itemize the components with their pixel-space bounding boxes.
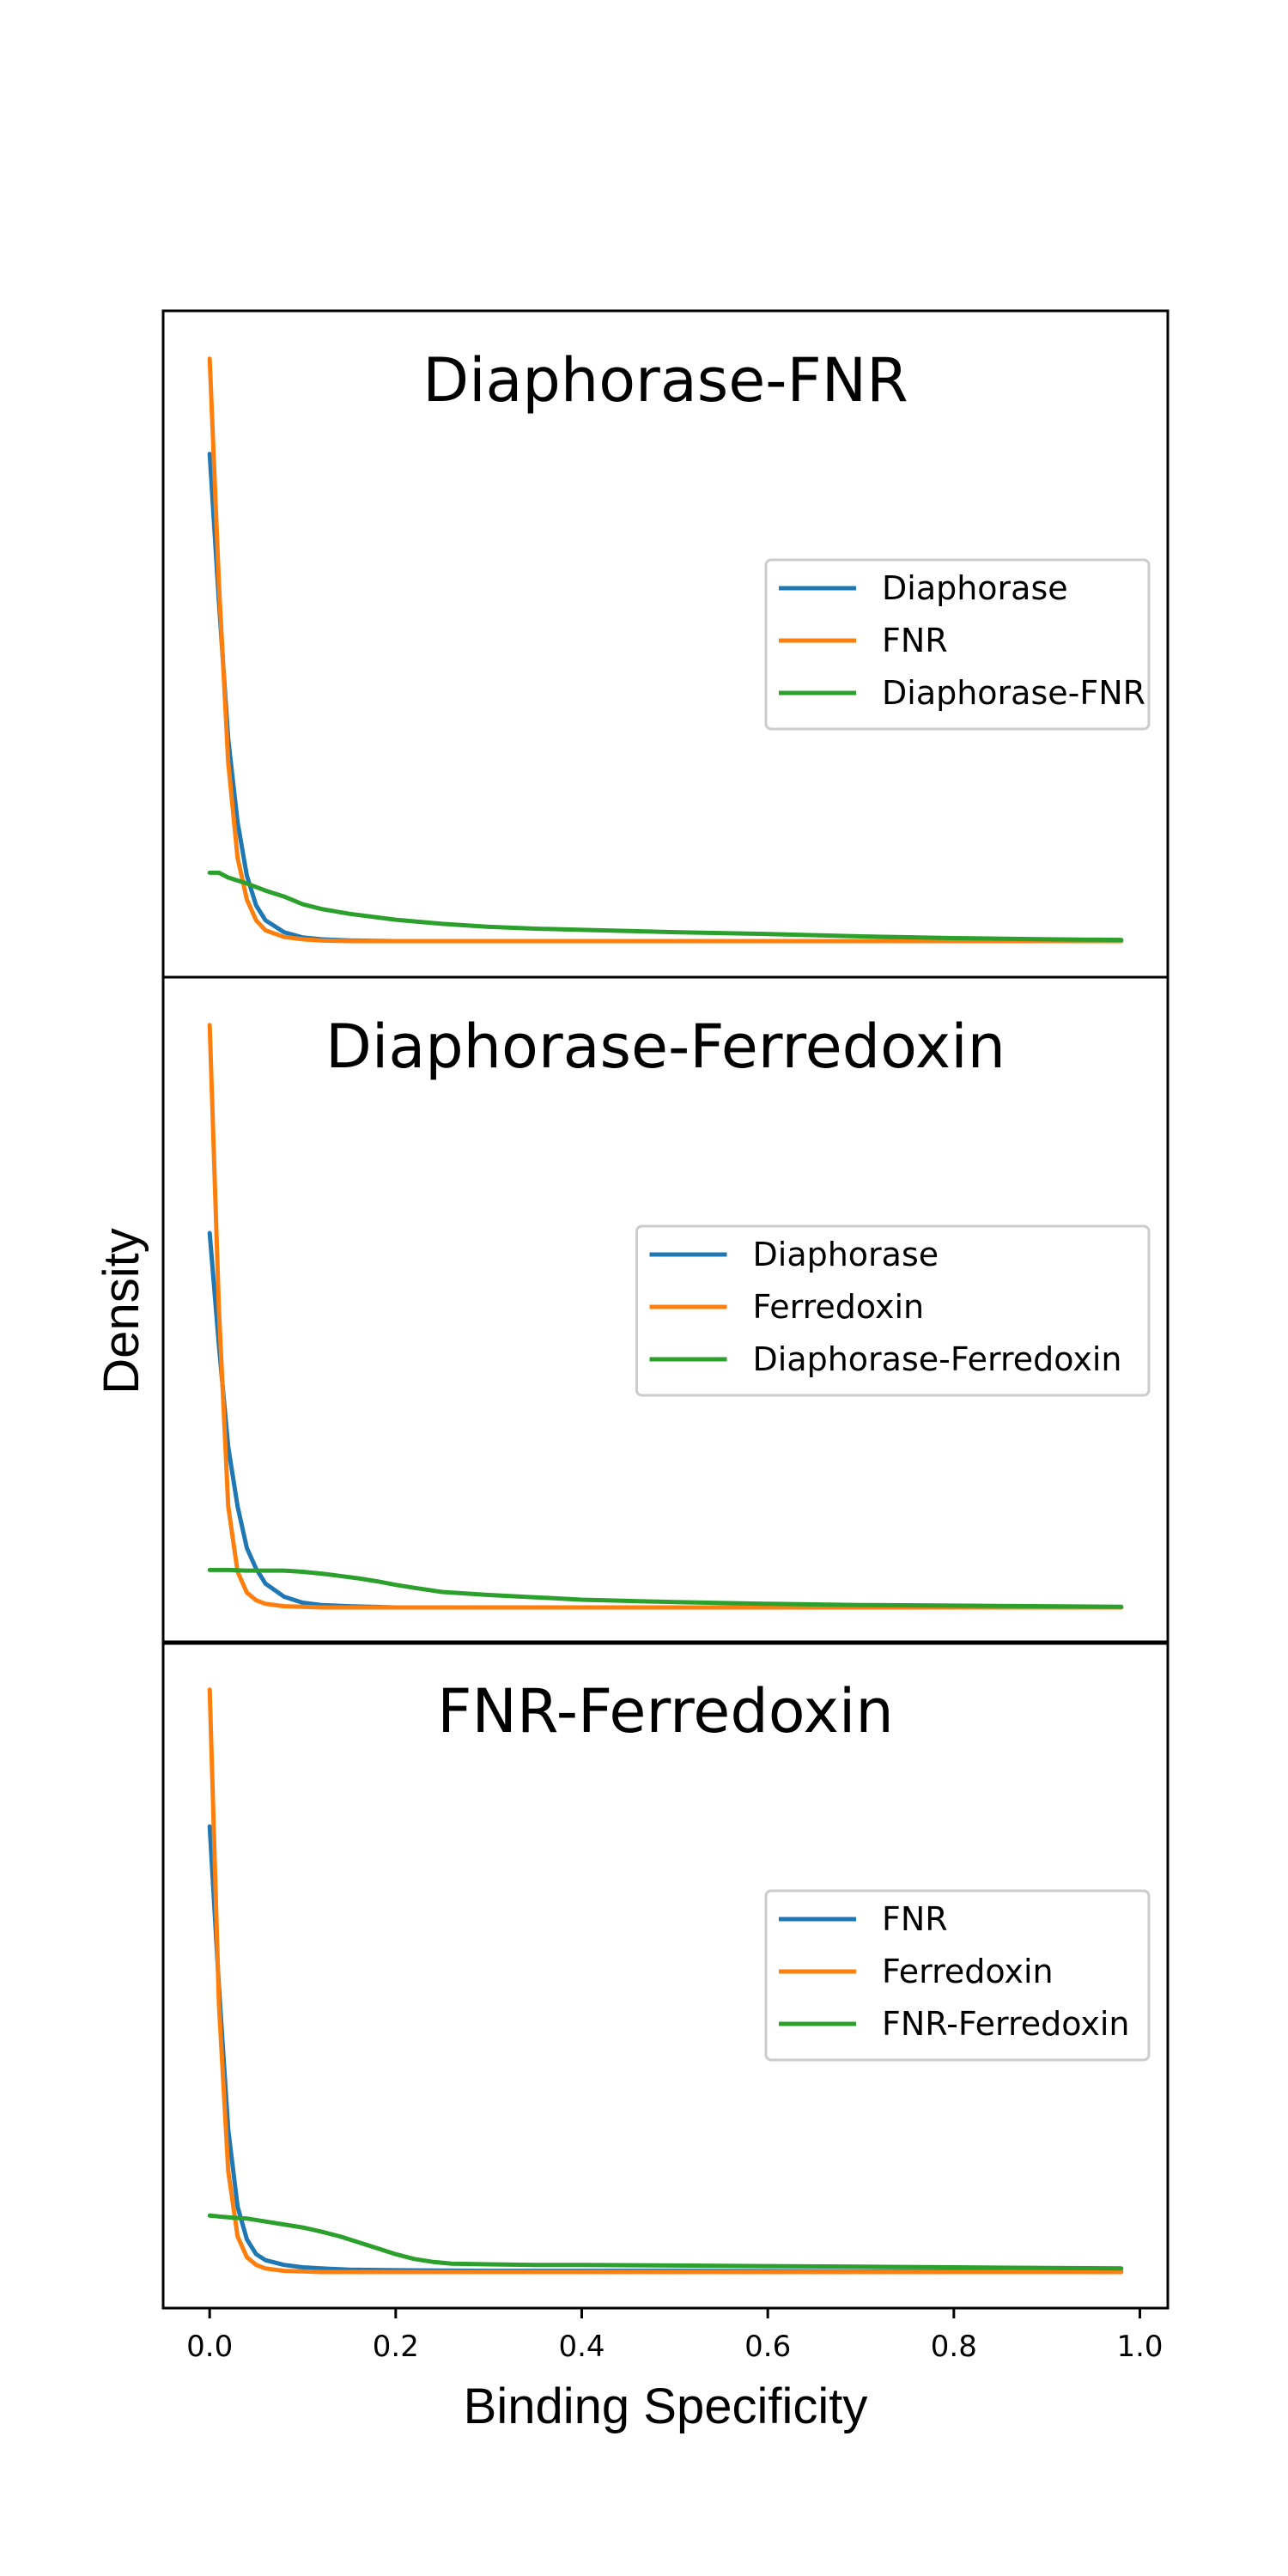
panels: Diaphorase-FNR Diaphorase FNR Diaphorase-FN… — [161, 309, 1170, 2310]
series-line-diaphorase-fnr — [207, 870, 1124, 943]
series-line-fnr-ferredoxin — [207, 2213, 1124, 2271]
x-tick-label: 0.2 — [373, 2330, 419, 2364]
legend-label: Diaphorase — [882, 569, 1068, 607]
panel-title: Diaphorase-Ferredoxin — [325, 1012, 1005, 1082]
legend-label: Diaphorase-FNR — [882, 674, 1145, 712]
legend: Diaphorase FNR Diaphorase-FNR — [764, 558, 1151, 731]
legend-label: FNR — [882, 1900, 948, 1938]
series-line-diaphorase-ferredoxin — [207, 1567, 1124, 1609]
legend: Diaphorase Ferredoxin Diaphorase-Ferredoxi… — [635, 1224, 1151, 1397]
panel-frame — [161, 1640, 1170, 2310]
series-line-ferredoxin — [207, 1023, 1124, 1610]
x-axis-label: Binding Specificity — [464, 2379, 868, 2434]
legend-label: Diaphorase — [753, 1236, 939, 1273]
legend-label: Ferredoxin — [753, 1288, 925, 1326]
panel-1: Diaphorase-FNR Diaphorase FNR Diaphorase-FN… — [161, 309, 1170, 979]
panel-frame — [161, 975, 1170, 1645]
panel-3: FNR-Ferredoxin FNR Ferredoxin FNR-Ferredoxi… — [161, 1640, 1170, 2310]
x-axis: 0.0 0.2 0.4 0.6 0.8 1.0 — [186, 2308, 1163, 2364]
x-tick-label: 0.4 — [558, 2330, 605, 2364]
series-line-fnr — [207, 356, 1124, 944]
legend-label: FNR — [882, 622, 948, 659]
legend-label: FNR-Ferredoxin — [882, 2005, 1129, 2043]
x-tick-label: 0.6 — [744, 2330, 791, 2364]
panel-title: Diaphorase-FNR — [422, 345, 908, 416]
panel-2: Diaphorase-Ferredoxin Diaphorase Ferredoxi… — [161, 975, 1170, 1645]
y-axis-label: Density — [94, 1228, 149, 1394]
legend-box — [764, 558, 1151, 731]
legend-box — [764, 1889, 1151, 2062]
legend-label: Ferredoxin — [882, 1953, 1054, 1990]
series-line-ferredoxin — [207, 1687, 1124, 2275]
legend-label: Diaphorase-Ferredoxin — [753, 1340, 1122, 1378]
x-tick-label: 0.8 — [931, 2330, 977, 2364]
panel-title: FNR-Ferredoxin — [437, 1676, 893, 1747]
x-tick-label: 0.0 — [186, 2330, 233, 2364]
legend: FNR Ferredoxin FNR-Ferredoxin — [764, 1889, 1151, 2062]
x-tick-label: 1.0 — [1116, 2330, 1163, 2364]
legend-box — [635, 1224, 1151, 1397]
